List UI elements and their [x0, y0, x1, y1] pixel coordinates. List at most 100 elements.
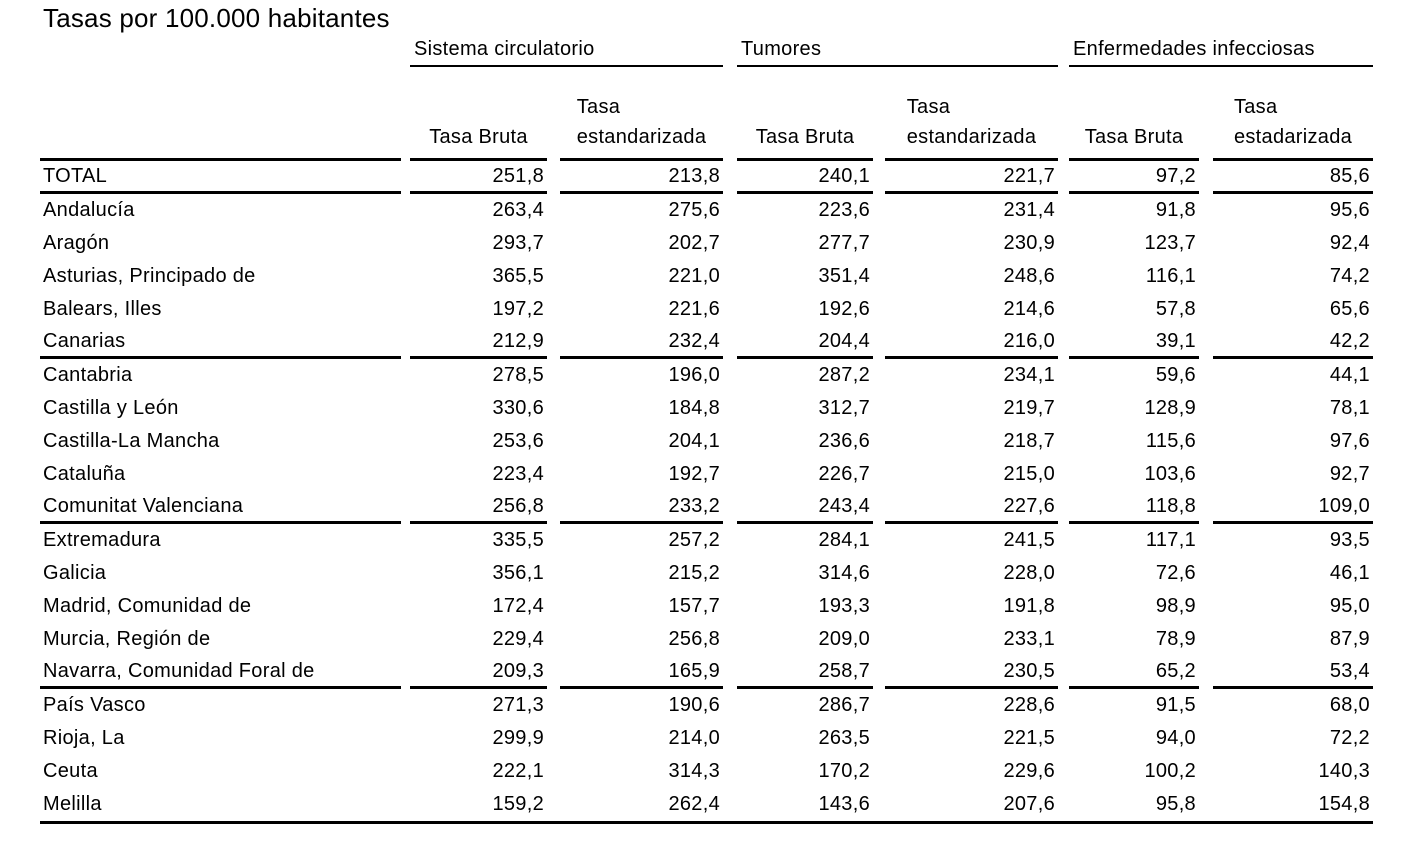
infectious-standardized-rate: 92,7 — [1329, 463, 1370, 485]
circulatory-standardized-rate: 262,4 — [668, 793, 720, 815]
row-label: Murcia, Región de — [43, 628, 211, 650]
circulatory-standardized-rate: 214,0 — [668, 727, 720, 749]
row-label: Castilla-La Mancha — [43, 430, 220, 452]
infectious-crude-rate: 117,1 — [1145, 529, 1196, 551]
row-label: Balears, Illes — [43, 298, 162, 320]
infectious-standardized-rate: 42,2 — [1213, 326, 1373, 359]
infectious-crude-rate: 103,6 — [1144, 463, 1196, 485]
circulatory-crude-rate: 223,4 — [492, 463, 544, 485]
tumors-standardized-rate: 231,4 — [1003, 199, 1055, 221]
infectious-standardized-rate: 95,0 — [1329, 595, 1370, 617]
tumors-crude-rate: 236,6 — [818, 430, 870, 452]
circulatory-crude-rate: 222,1 — [492, 760, 544, 782]
infectious-standardized-rate: 65,6 — [1329, 298, 1370, 320]
table-row: Madrid, Comunidad de 172,4 157,7 193,3 1… — [40, 590, 1373, 623]
circulatory-standardized-rate: 192,7 — [668, 463, 720, 485]
circulatory-crude-rate: 299,9 — [492, 727, 544, 749]
infectious-crude-rate: 57,8 — [1155, 298, 1196, 320]
circulatory-crude-rate: 330,6 — [492, 397, 544, 419]
table-row: Ceuta 222,1 314,3 170,2 229,6 100,2 140,… — [40, 755, 1373, 788]
circulatory-crude-rate: 263,4 — [492, 199, 544, 221]
column-header-row: Tasa Bruta Tasa estandarizada Tasa Bruta… — [40, 67, 1373, 161]
row-label: Madrid, Comunidad de — [43, 595, 252, 617]
tumors-crude-rate: 226,7 — [818, 463, 870, 485]
row-label: Galicia — [43, 562, 107, 584]
infectious-standardized-rate: 140,3 — [1318, 760, 1370, 782]
row-label: Canarias — [40, 326, 401, 359]
table-row: Cataluña 223,4 192,7 226,7 215,0 103,6 9… — [40, 458, 1373, 491]
circulatory-standardized-rate: 314,3 — [668, 760, 720, 782]
infectious-standardized-rate: 68,0 — [1329, 694, 1370, 716]
row-label: Cantabria — [43, 364, 133, 386]
circulatory-standardized-rate: 221,0 — [668, 265, 720, 287]
tumors-standardized-rate: 218,7 — [1003, 430, 1055, 452]
tumors-standardized-rate: 207,6 — [1003, 793, 1055, 815]
row-label: Andalucía — [43, 199, 135, 221]
tumors-crude-rate: 193,3 — [818, 595, 870, 617]
circulatory-standardized-rate: 165,9 — [560, 656, 723, 689]
infectious-crude-rate: 72,6 — [1155, 562, 1196, 584]
row-label: Cataluña — [43, 463, 126, 485]
infectious-crude-rate: 116,1 — [1145, 265, 1196, 287]
group-header-spacer — [40, 36, 401, 67]
group-header-tumors: Tumores — [737, 36, 1058, 67]
row-label: Asturias, Principado de — [43, 265, 256, 287]
infectious-crude-rate: 98,9 — [1155, 595, 1196, 617]
circulatory-standardized-rate: 202,7 — [668, 232, 720, 254]
table-row: Navarra, Comunidad Foral de 209,3 165,9 … — [40, 656, 1373, 689]
circulatory-crude-rate: 251,8 — [410, 161, 547, 194]
tumors-crude-rate: 209,0 — [818, 628, 870, 650]
row-label: Castilla y León — [43, 397, 179, 419]
infectious-crude-rate: 100,2 — [1144, 760, 1196, 782]
table-row: Cantabria 278,5 196,0 287,2 234,1 59,6 4… — [40, 359, 1373, 392]
circulatory-crude-rate: 293,7 — [492, 232, 544, 254]
infectious-standardized-rate: 53,4 — [1213, 656, 1373, 689]
row-label: TOTAL — [40, 161, 401, 194]
infectious-standardized-rate: 87,9 — [1329, 628, 1370, 650]
circulatory-standardized-rate: 190,6 — [668, 694, 720, 716]
circulatory-crude-rate: 159,2 — [492, 793, 544, 815]
infectious-standardized-rate: 44,1 — [1329, 364, 1370, 386]
page-title: Tasas por 100.000 habitantes — [43, 3, 390, 33]
table-body: TOTAL 251,8 213,8 240,1 221,7 97,2 85,6 … — [40, 161, 1373, 821]
table-row: Balears, Illes 197,2 221,6 192,6 214,6 5… — [40, 293, 1373, 326]
tumors-standardized-rate: 215,0 — [1003, 463, 1055, 485]
infectious-standardized-rate: 85,6 — [1213, 161, 1373, 194]
tumors-standardized-rate: 234,1 — [1003, 364, 1055, 386]
tumors-crude-rate: 258,7 — [737, 656, 873, 689]
tumors-standardized-rate: 228,0 — [1003, 562, 1055, 584]
circulatory-crude-rate: 229,4 — [492, 628, 544, 650]
circulatory-crude-rate: 253,6 — [492, 430, 544, 452]
tumors-crude-rate: 351,4 — [818, 265, 870, 287]
circulatory-crude-rate: 278,5 — [492, 364, 544, 386]
tumors-crude-rate: 287,2 — [818, 364, 870, 386]
table-row: Comunitat Valenciana 256,8 233,2 243,4 2… — [40, 491, 1373, 524]
tumors-crude-rate: 284,1 — [818, 529, 870, 551]
infectious-crude-rate: 123,7 — [1144, 232, 1196, 254]
tumors-crude-rate: 277,7 — [818, 232, 870, 254]
col-header-circulatory-crude: Tasa Bruta — [410, 67, 547, 161]
infectious-crude-rate: 118,8 — [1069, 491, 1199, 524]
table-row: Asturias, Principado de 365,5 221,0 351,… — [40, 260, 1373, 293]
infectious-crude-rate: 95,8 — [1155, 793, 1196, 815]
table-row: Aragón 293,7 202,7 277,7 230,9 123,7 92,… — [40, 227, 1373, 260]
table-row: Galicia 356,1 215,2 314,6 228,0 72,6 46,… — [40, 557, 1373, 590]
group-header-row: Sistema circulatorio Tumores Enfermedade… — [40, 36, 1373, 67]
row-label: Ceuta — [43, 760, 98, 782]
circulatory-standardized-rate: 275,6 — [668, 199, 720, 221]
table-row: Rioja, La 299,9 214,0 263,5 221,5 94,0 7… — [40, 722, 1373, 755]
circulatory-crude-rate: 335,5 — [492, 529, 544, 551]
circulatory-crude-rate: 212,9 — [410, 326, 547, 359]
table-row: Castilla-La Mancha 253,6 204,1 236,6 218… — [40, 425, 1373, 458]
tumors-standardized-rate: 219,7 — [1003, 397, 1055, 419]
table-row: Melilla 159,2 262,4 143,6 207,6 95,8 154… — [40, 788, 1373, 821]
table-row: Castilla y León 330,6 184,8 312,7 219,7 … — [40, 392, 1373, 425]
circulatory-standardized-rate: 256,8 — [668, 628, 720, 650]
group-header-circulatory: Sistema circulatorio — [410, 36, 723, 67]
row-label: Extremadura — [43, 529, 161, 551]
row-label: Navarra, Comunidad Foral de — [40, 656, 401, 689]
infectious-crude-rate: 128,9 — [1144, 397, 1196, 419]
tumors-standardized-rate: 248,6 — [1003, 265, 1055, 287]
tumors-crude-rate: 314,6 — [818, 562, 870, 584]
